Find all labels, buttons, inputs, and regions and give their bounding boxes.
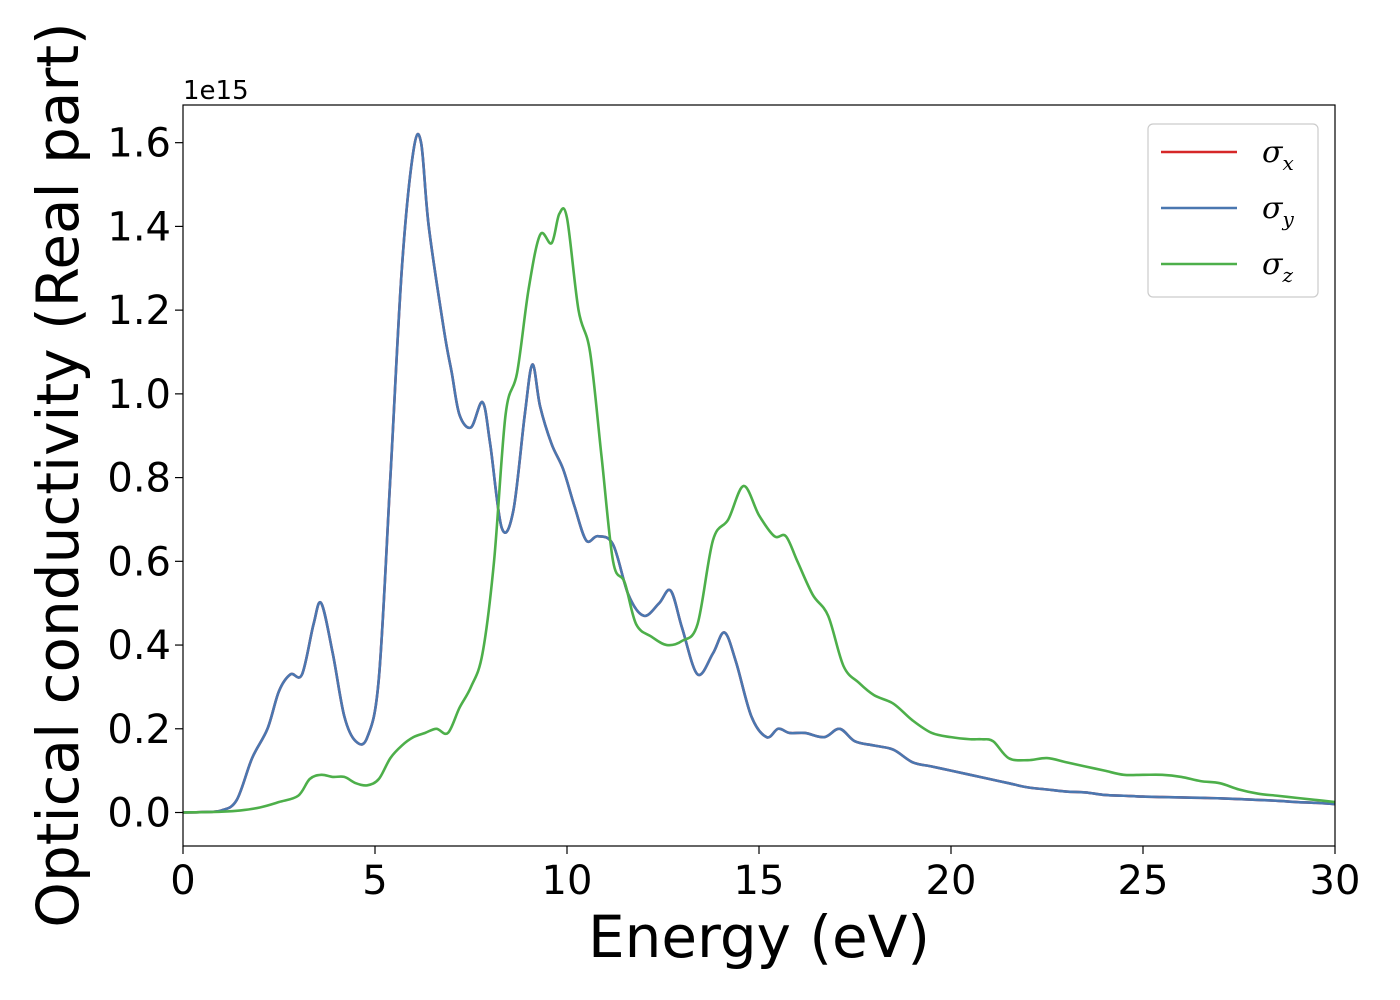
x-tick-label: 20 [926,858,977,904]
y-tick-label: 1.0 [107,372,171,418]
plot-area [182,104,1336,847]
y-tick-label: 1.6 [107,121,171,167]
x-tick-label: 30 [1310,858,1361,904]
x-tick-label: 25 [1118,858,1169,904]
y-tick-label: 0.2 [107,707,171,753]
y-tick-label: 1.2 [107,288,171,334]
y-tick-label: 0.6 [107,539,171,585]
x-tick-label: 0 [170,858,195,904]
x-tick-label: 15 [734,858,785,904]
y-tick-label: 0.4 [107,623,171,669]
x-axis: 0 5 10 15 20 25 30 [170,846,1360,904]
series-lines [183,132,1335,814]
series-line-σz [183,207,1335,814]
y-tick-label: 0.0 [107,791,171,837]
y-axis: 0.0 0.2 0.4 0.6 0.8 1.0 1.2 1.4 1.6 [107,121,183,837]
y-tick-label: 0.8 [107,456,171,502]
x-tick-label: 10 [542,858,593,904]
y-tick-label: 1.4 [107,204,171,250]
x-tick-label: 5 [362,858,387,904]
y-axis-label: Optical conductivity (Real part) [24,22,92,927]
legend-box [1147,123,1319,298]
y-offset-text: 1e15 [183,76,249,106]
x-axis-label: Energy (eV) [588,903,930,971]
